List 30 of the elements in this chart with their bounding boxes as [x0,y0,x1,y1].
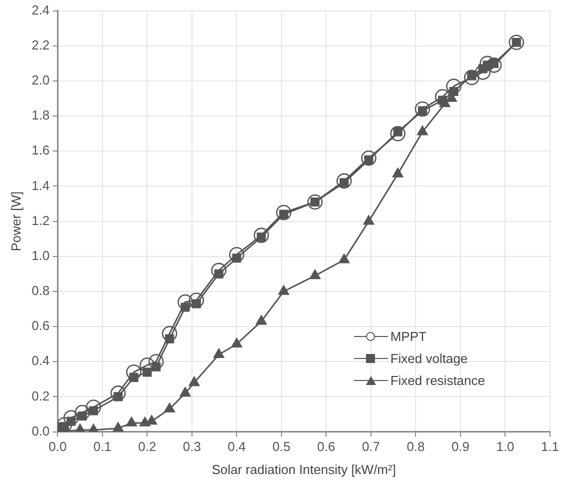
y-tick-label: 1.4 [32,178,50,193]
legend-label: Fixed resistance [390,372,485,390]
x-tick-label: 0.3 [182,439,201,454]
x-tick-label: 0.9 [451,439,470,454]
x-tick-label: 1.0 [496,439,514,454]
legend-label: Fixed voltage [390,350,468,368]
legend-label: MPPT [390,328,426,346]
y-tick-label: 1.8 [32,108,50,123]
y-tick-label: 0.0 [32,423,50,438]
y-tick-label: 0.2 [32,388,50,404]
x-tick-label: 0.0 [48,439,67,454]
x-axis-title: Solar radiation Intensity [kW/m²] [212,462,396,477]
y-tick-label: 2.0 [32,72,50,88]
x-tick-label: 0.5 [272,439,290,454]
y-tick-label: 0.4 [32,353,50,368]
x-tick-label: 0.1 [93,439,112,454]
x-tick-label: 0.6 [317,439,336,454]
y-tick-label: 0.6 [32,318,50,334]
x-tick-label: 1.1 [540,439,560,454]
y-tick-label: 1.2 [32,212,50,228]
x-tick-label: 0.7 [362,439,380,454]
x-tick-label: 0.8 [406,439,425,454]
y-tick-label: 1.6 [32,142,50,158]
y-axis-title: Power [W] [8,191,24,252]
y-tick-label: 2.4 [32,2,50,18]
y-tick-label: 1.0 [32,248,50,263]
y-tick-label: 2.2 [32,37,50,52]
x-tick-label: 0.2 [138,439,156,454]
x-tick-label: 0.4 [228,439,246,454]
y-tick-label: 0.8 [32,283,50,298]
